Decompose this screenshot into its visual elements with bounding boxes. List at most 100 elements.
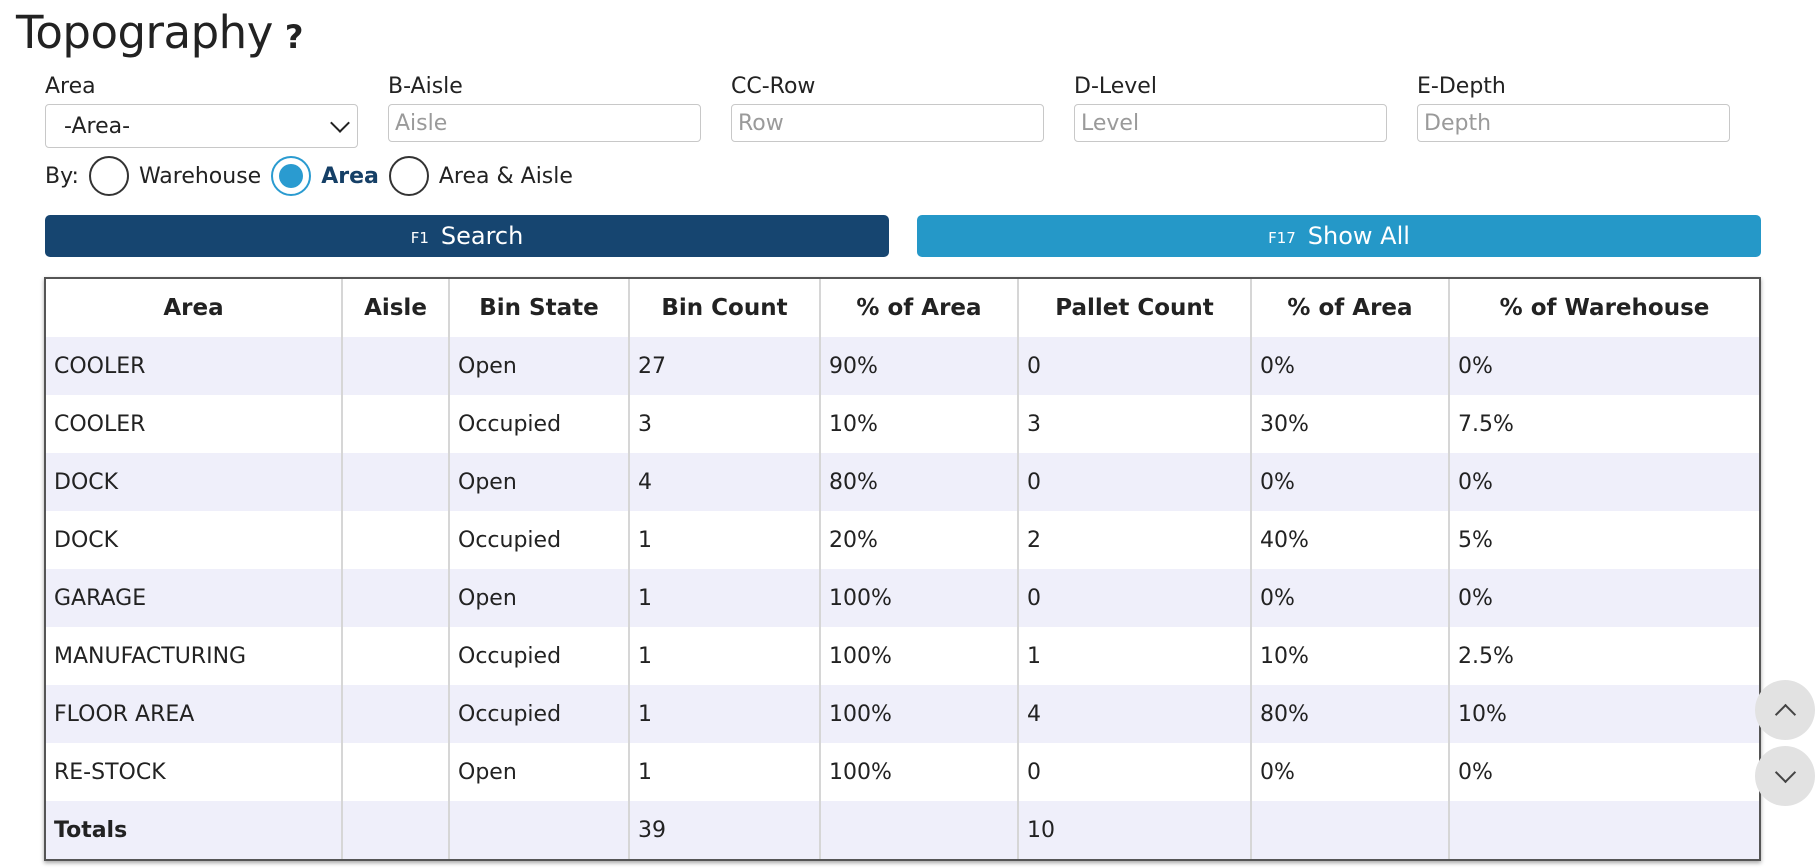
radio-warehouse-label[interactable]: Warehouse [138,163,262,189]
show-all-button[interactable]: F17 Show All [917,215,1761,257]
table-cell: Occupied [448,627,629,685]
show-all-shortcut-key: F17 [1268,229,1296,247]
totals-pallet-count: 10 [1017,801,1251,859]
table-row[interactable]: COOLER Open 27 90% 0 0% 0% [46,337,1759,395]
table-cell: 80% [1250,685,1449,743]
table-cell: GARAGE [46,569,342,627]
table-cell: 100% [819,743,1018,801]
table-header-row: Area Aisle Bin State Bin Count % of Area… [46,279,1759,337]
scroll-up-button[interactable] [1755,680,1815,740]
aisle-input[interactable] [388,104,701,142]
table-cell: 30% [1250,395,1449,453]
table-cell [341,453,449,511]
level-input[interactable] [1074,104,1387,142]
table-cell: Open [448,453,629,511]
scroll-down-button[interactable] [1755,746,1815,806]
table-cell: 0% [1250,569,1449,627]
table-cell: 7.5% [1448,395,1759,453]
table-cell [341,395,449,453]
topography-table: Area Aisle Bin State Bin Count % of Area… [44,277,1761,861]
column-header-area[interactable]: Area [46,279,342,337]
level-filter: D-Level [1074,74,1387,142]
table-cell: 3 [1017,395,1251,453]
radio-area[interactable] [271,156,312,196]
table-cell: 4 [1017,685,1251,743]
table-cell: 40% [1250,511,1449,569]
totals-cell [448,801,629,859]
table-cell: FLOOR AREA [46,685,342,743]
table-cell [341,627,449,685]
column-header-pct-warehouse[interactable]: % of Warehouse [1448,279,1759,337]
table-cell: 4 [628,453,820,511]
totals-row: Totals 39 10 [46,801,1759,859]
table-cell: 0 [1017,453,1251,511]
table-cell: RE-STOCK [46,743,342,801]
depth-input[interactable] [1417,104,1730,142]
depth-filter: E-Depth [1417,74,1730,142]
table-cell: 0 [1017,569,1251,627]
table-cell: Open [448,337,629,395]
table-cell: 0% [1250,743,1449,801]
table-cell: 0 [1017,337,1251,395]
table-cell: 0 [1017,743,1251,801]
table-cell: 2 [1017,511,1251,569]
totals-cell [1250,801,1449,859]
table-cell: COOLER [46,337,342,395]
table-cell: 1 [628,743,820,801]
table-cell: 10% [819,395,1018,453]
table-cell: 1 [628,685,820,743]
group-by-label: By: [45,163,79,189]
help-icon[interactable]: ? [284,17,304,56]
table-cell: Open [448,569,629,627]
table-cell: 1 [1017,627,1251,685]
search-button-label: Search [440,222,524,250]
row-label: CC-Row [731,74,816,99]
table-cell: 0% [1448,453,1759,511]
table-row[interactable]: FLOOR AREA Occupied 1 100% 4 80% 10% [46,685,1759,743]
row-input[interactable] [731,104,1044,142]
totals-label: Totals [46,801,342,859]
column-header-pallet-pct-area[interactable]: % of Area [1250,279,1449,337]
table-cell: COOLER [46,395,342,453]
column-header-bin-pct-area[interactable]: % of Area [819,279,1018,337]
table-cell: 2.5% [1448,627,1759,685]
column-header-aisle[interactable]: Aisle [341,279,449,337]
table-row[interactable]: DOCK Open 4 80% 0 0% 0% [46,453,1759,511]
area-filter: Area -Area- [45,74,358,148]
table-cell [341,337,449,395]
table-row[interactable]: GARAGE Open 1 100% 0 0% 0% [46,569,1759,627]
table-cell: 5% [1448,511,1759,569]
radio-area-label[interactable]: Area [321,163,379,189]
level-label: D-Level [1074,74,1157,99]
radio-area-aisle[interactable] [388,156,429,196]
table-cell: 0% [1448,569,1759,627]
table-row[interactable]: MANUFACTURING Occupied 1 100% 1 10% 2.5% [46,627,1759,685]
table-cell: 10% [1448,685,1759,743]
table-cell: Open [448,743,629,801]
table-cell: 27 [628,337,820,395]
table-cell: DOCK [46,511,342,569]
table-row[interactable]: RE-STOCK Open 1 100% 0 0% 0% [46,743,1759,801]
show-all-button-label: Show All [1307,222,1410,250]
table-cell: MANUFACTURING [46,627,342,685]
radio-area-aisle-label[interactable]: Area & Aisle [438,163,573,189]
table-cell: 3 [628,395,820,453]
depth-label: E-Depth [1417,74,1506,99]
column-header-bin-count[interactable]: Bin Count [628,279,820,337]
table-row[interactable]: COOLER Occupied 3 10% 3 30% 7.5% [46,395,1759,453]
table-row[interactable]: DOCK Occupied 1 20% 2 40% 5% [46,511,1759,569]
area-select-value: -Area- [64,113,131,139]
table-cell: Occupied [448,685,629,743]
table-cell: 100% [819,685,1018,743]
table-cell: 100% [819,569,1018,627]
table-cell [341,685,449,743]
area-select[interactable]: -Area- [45,104,358,148]
search-button[interactable]: F1 Search [45,215,889,257]
totals-cell [341,801,449,859]
table-cell: 0% [1250,337,1449,395]
table-cell: 0% [1448,337,1759,395]
table-cell: 1 [628,627,820,685]
radio-warehouse[interactable] [88,156,129,196]
column-header-bin-state[interactable]: Bin State [448,279,629,337]
column-header-pallet-count[interactable]: Pallet Count [1017,279,1251,337]
